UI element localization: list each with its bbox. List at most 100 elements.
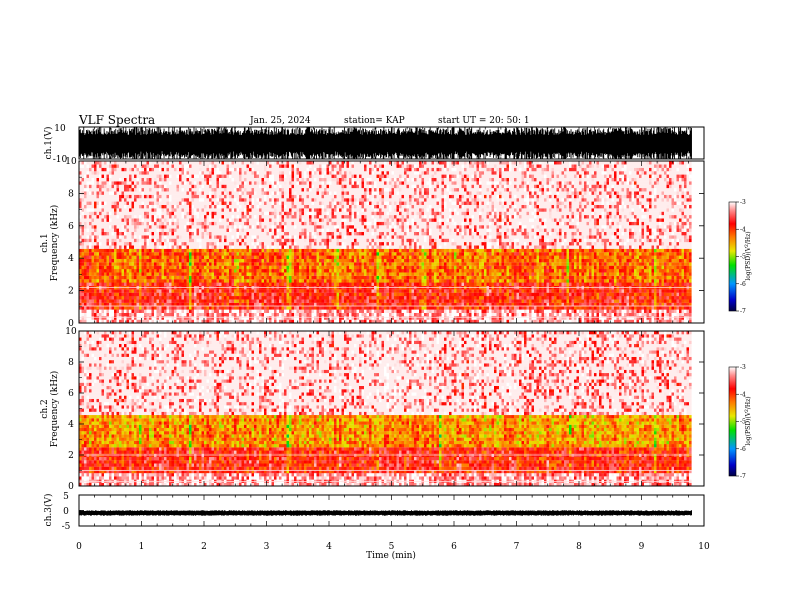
spectrogram-cell <box>214 218 217 222</box>
spectrogram-cell <box>196 228 200 232</box>
spectrogram-cell <box>99 279 102 283</box>
spectrogram-cell <box>309 255 312 259</box>
spectrogram-cell <box>194 208 197 212</box>
spectrogram-cell <box>146 248 150 253</box>
spectrogram-cell <box>81 201 85 205</box>
spectrogram-cell <box>291 269 295 273</box>
spectrogram-cell <box>81 245 85 249</box>
spectrogram-cell <box>101 282 105 286</box>
spectrogram-cell <box>96 177 100 182</box>
spectrogram-cell <box>301 191 305 195</box>
spectrogram-cell <box>96 252 100 256</box>
spectrogram-cell <box>269 245 272 249</box>
spectrogram-cell <box>219 312 222 317</box>
spectrogram-cell <box>136 275 140 280</box>
spectrogram-cell <box>81 242 85 246</box>
spectrogram-cell <box>216 275 220 280</box>
spectrogram-cell <box>199 218 202 222</box>
spectrogram-cell <box>124 269 127 273</box>
spectrogram-cell <box>229 302 232 307</box>
spectrogram-cell <box>319 221 322 226</box>
spectrogram-cell <box>259 238 262 243</box>
spectrogram-cell <box>136 225 140 229</box>
spectrogram-cell <box>176 177 180 182</box>
spectrogram-cell <box>256 309 260 313</box>
spectrogram-cell <box>251 242 255 246</box>
spectrogram-cell <box>254 292 257 297</box>
spectrogram-cell <box>186 221 190 226</box>
spectrogram-cell <box>244 181 247 185</box>
spectrogram-cell <box>306 167 310 172</box>
spectrogram-cell <box>224 167 227 172</box>
spectrogram-cell <box>131 299 135 303</box>
spectrogram-cell <box>294 282 297 286</box>
spectrogram-cell <box>299 208 302 212</box>
spectrogram-cell <box>196 191 200 195</box>
spectrogram-cell <box>256 258 260 263</box>
spectrogram-cell <box>84 248 87 253</box>
spectrogram-cell <box>136 316 140 320</box>
spectrogram-cell <box>286 188 290 192</box>
spectrogram-cell <box>134 319 137 324</box>
spectrogram-cell <box>146 282 150 286</box>
spectrogram-cell <box>279 231 282 236</box>
spectrogram-cell <box>259 194 262 199</box>
spectrogram-cell <box>101 296 105 300</box>
spectrogram-cell <box>316 262 320 266</box>
spectrogram-cell <box>244 208 247 212</box>
spectrogram-cell <box>121 296 125 300</box>
spectrogram-cell <box>84 235 87 239</box>
spectrogram-cell <box>144 198 147 202</box>
spectrogram-cell <box>174 194 177 199</box>
spectrogram-cell <box>114 265 117 270</box>
spectrogram-cell <box>79 215 82 219</box>
spectrogram-cell <box>254 316 257 320</box>
spectrogram-cell <box>131 215 135 219</box>
spectrogram-cell <box>179 191 182 195</box>
spectrogram-cell <box>79 188 82 192</box>
spectrogram-cell <box>321 181 325 185</box>
spectrogram-cell <box>149 181 152 185</box>
spectrogram-cell <box>156 289 160 293</box>
spectrogram-cell <box>149 218 152 222</box>
spectrogram-cell <box>94 208 97 212</box>
spectrogram-cell <box>256 215 260 219</box>
spectrogram-cell <box>286 262 290 266</box>
spectrogram-cell <box>166 302 170 307</box>
spectrogram-cell <box>236 312 240 317</box>
spectrogram-cell <box>99 228 102 232</box>
spectrogram-cell <box>106 201 110 205</box>
spectrogram-cell <box>101 171 105 175</box>
spectrogram-cell <box>186 218 190 222</box>
spectrogram-cell <box>304 255 307 259</box>
spectrogram-cell <box>294 208 297 212</box>
spectrogram-cell <box>219 225 222 229</box>
spectrogram-cell <box>326 191 330 195</box>
spectrogram-cell <box>241 275 245 280</box>
spectrogram-cell <box>326 171 330 175</box>
spectrogram-cell <box>211 228 215 232</box>
spectrogram-cell <box>304 265 307 270</box>
spectrogram-cell <box>301 194 305 199</box>
spectrogram-cell <box>279 218 282 222</box>
spectrogram-cell <box>231 174 235 178</box>
spectrogram-cell <box>184 275 187 280</box>
spectrogram-cell <box>131 272 135 276</box>
spectrogram-cell <box>184 252 187 256</box>
spectrogram-cell <box>179 204 182 209</box>
spectrogram-cell <box>296 282 300 286</box>
spectrogram-cell <box>106 306 110 310</box>
spectrogram-cell <box>179 194 182 199</box>
spectrogram-cell <box>114 255 117 259</box>
spectrogram-cell <box>101 201 105 205</box>
spectrogram-cell <box>241 258 245 263</box>
spectrogram-cell <box>259 316 262 320</box>
spectrogram-cell <box>204 248 207 253</box>
spectrogram-cell <box>196 242 200 246</box>
spectrogram-cell <box>326 258 330 263</box>
spectrogram-cell <box>269 248 272 253</box>
spectrogram-cell <box>199 319 202 324</box>
spectrogram-cell <box>231 312 235 317</box>
spectrogram-cell <box>164 194 167 199</box>
spectrogram-cell <box>284 258 287 263</box>
